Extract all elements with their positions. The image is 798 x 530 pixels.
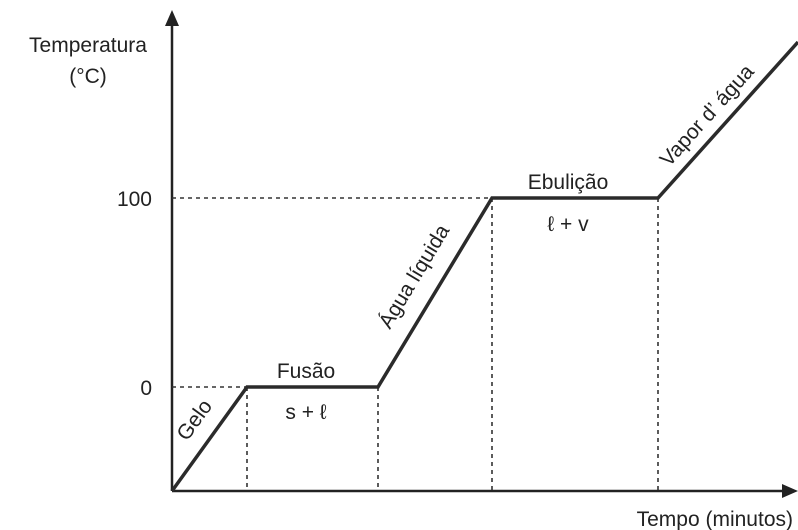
label-ebulicao: Ebulição xyxy=(528,171,609,194)
y-axis-title-line1: Temperatura xyxy=(29,34,147,57)
y-axis-title-line2: (°C) xyxy=(69,65,107,88)
label-fusao: Fusão xyxy=(277,360,335,383)
label-fusao-phase: s + ℓ xyxy=(285,401,326,424)
y-tick-100: 100 xyxy=(117,188,152,211)
x-axis-title: Tempo (minutos) xyxy=(637,508,793,530)
heating-curve-line xyxy=(170,40,798,493)
label-ebulicao-phase: ℓ + v xyxy=(547,213,589,236)
label-vapor: Vapor d’ água xyxy=(656,60,759,171)
label-agua-liquida: Água líquida xyxy=(375,220,455,332)
y-tick-0: 0 xyxy=(140,377,152,400)
y-axis-arrow xyxy=(165,10,179,26)
x-axis-arrow xyxy=(782,484,798,498)
